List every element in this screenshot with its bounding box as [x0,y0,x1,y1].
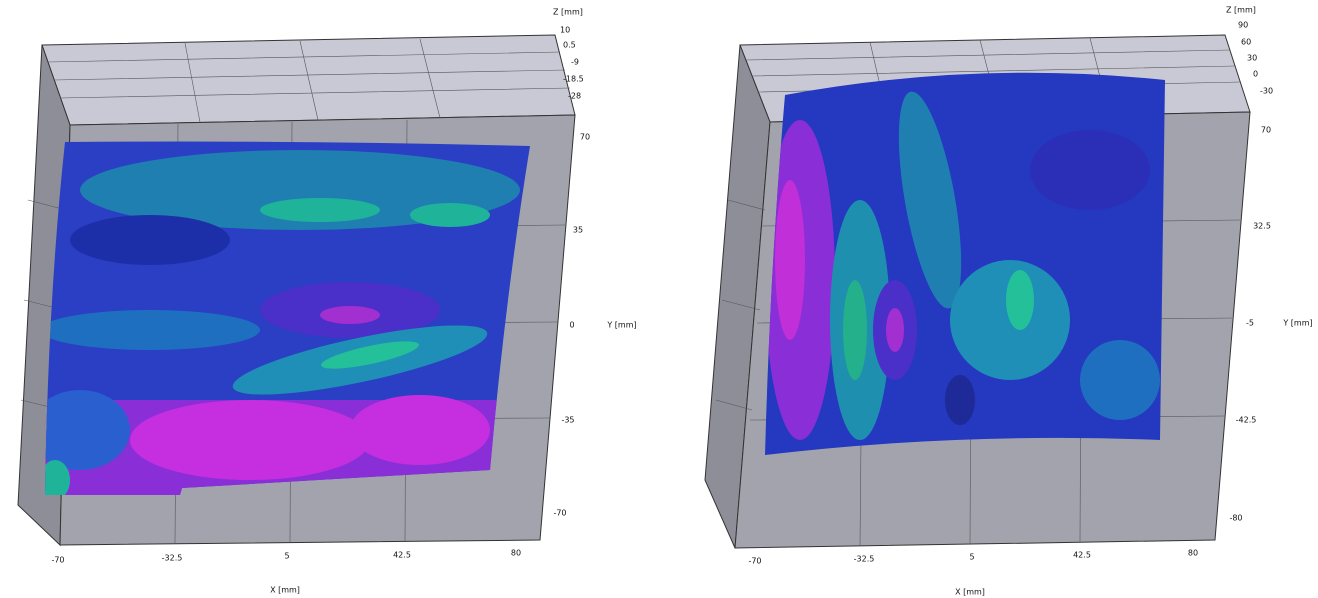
x-tick-label: 42.5 [393,551,411,560]
x-tick-label: 5 [284,552,289,561]
x-axis-label: X [mm] [955,588,985,597]
z-tick-label: 90 [1238,21,1248,30]
surface-left [30,135,540,510]
z-tick-label: 0.5 [563,41,576,50]
z-tick-label: -28 [568,92,581,101]
z-tick-label: -18.5 [563,75,584,84]
x-tick-label: -70 [748,557,761,566]
z-axis-label: Z [mm] [553,8,583,17]
surface-right [760,60,1170,460]
y-tick-label: -35 [561,416,574,425]
y-tick-label: -5 [1246,319,1254,328]
z-tick-label: 30 [1247,54,1257,63]
y-tick-label: -80 [1229,514,1242,523]
y-tick-label: -70 [553,509,566,518]
y-tick-label: 70 [580,133,590,142]
x-tick-label: 80 [1188,549,1198,558]
y-tick-label: 32.5 [1253,222,1271,231]
z-tick-label: 60 [1241,38,1251,47]
y-tick-label: 35 [573,226,583,235]
z-axis-label: Z [mm] [1226,6,1256,15]
y-tick-label: 0 [569,321,574,330]
z-tick-label: -9 [571,58,579,67]
x-axis-label: X [mm] [270,586,300,595]
x-tick-label: -32.5 [854,555,875,564]
z-tick-label: 0 [1253,70,1258,79]
y-axis-label: Y [mm] [1282,319,1312,328]
y-tick-label: -42.5 [1236,416,1257,425]
x-tick-label: -32.5 [162,554,183,563]
x-tick-label: 42.5 [1073,551,1091,560]
viewer: Z [mm] 10 0.5 -9 -18.5 -28 70 35 0 -35 -… [0,0,1318,598]
z-tick-label: 10 [560,26,570,35]
y-axis-label: Y [mm] [606,321,636,330]
x-tick-label: 5 [969,553,974,562]
x-tick-label: 80 [511,549,521,558]
z-tick-label: -30 [1260,87,1273,96]
x-tick-label: -70 [51,556,64,565]
y-tick-label: 70 [1261,126,1271,135]
